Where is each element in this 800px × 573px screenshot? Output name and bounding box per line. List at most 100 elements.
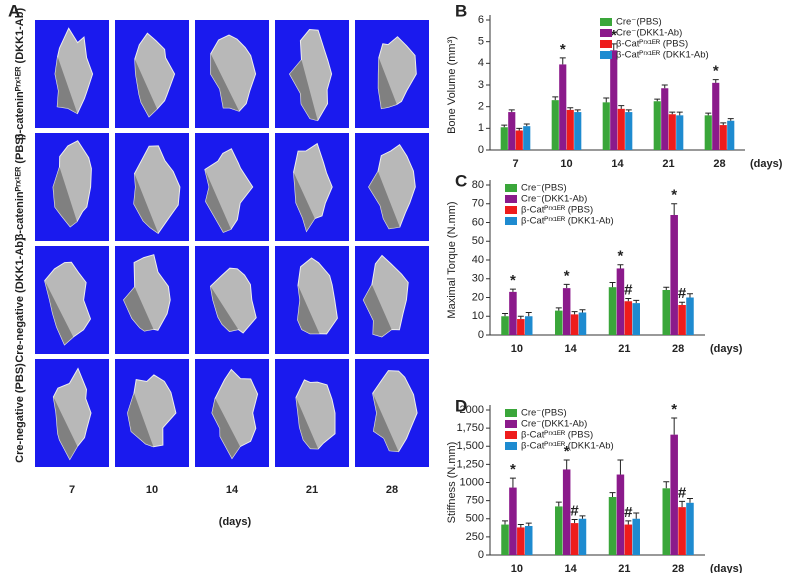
bar [662, 488, 671, 555]
significance-label: * [564, 267, 570, 284]
panel-label: B [455, 1, 467, 20]
bar [668, 114, 676, 150]
bar [509, 291, 517, 335]
x-axis-label: (days) [710, 343, 743, 355]
row-label: Cre-negative (DKK1-Ab) [14, 237, 26, 363]
bar [678, 305, 686, 335]
panel-label: D [455, 396, 467, 415]
legend-label: Cre⁻(PBS) [521, 183, 567, 194]
x-axis-label: (days) [710, 563, 743, 573]
error-bar [555, 501, 562, 507]
bar [608, 287, 617, 335]
bar [670, 215, 678, 335]
x-tick-label: 14 [565, 343, 578, 355]
bone-shadow [293, 172, 315, 232]
bar [676, 115, 684, 150]
y-tick-label: 0 [478, 144, 484, 156]
y-tick-label: 750 [466, 495, 484, 507]
legend-swatch [505, 217, 517, 225]
error-bar [563, 459, 570, 470]
error-bar [686, 497, 693, 503]
y-tick-label: 40 [472, 254, 484, 266]
x-tick-label: 28 [672, 563, 684, 573]
error-bar [517, 524, 524, 528]
bar [616, 268, 625, 335]
y-tick-label: 5 [478, 36, 484, 48]
error-bar [523, 123, 530, 127]
bar [501, 524, 509, 555]
bar [624, 301, 633, 335]
bar [632, 518, 640, 555]
bar [661, 88, 669, 150]
bar [624, 524, 633, 555]
error-bar [571, 518, 578, 524]
bar [551, 100, 559, 150]
legend-label: β-Catᴾʳˣ¹ᴱᴿ (PBS) [616, 39, 688, 50]
significance-label: * [510, 272, 516, 289]
bar [555, 506, 563, 555]
error-bar [517, 315, 524, 320]
y-tick-label: 2 [478, 101, 484, 113]
legend-swatch [505, 420, 517, 428]
bar [686, 502, 694, 555]
legend-label: Cre⁻(DKK1-Ab) [521, 194, 587, 205]
bar [562, 288, 571, 335]
bone-shadow [53, 167, 77, 227]
bone-shadow [289, 59, 318, 121]
y-tick-label: 50 [472, 235, 484, 247]
bar [524, 526, 533, 555]
bone-shadow [372, 393, 399, 452]
bar [608, 497, 617, 555]
bar [555, 310, 563, 335]
error-bar [625, 297, 632, 302]
error-bar [712, 79, 719, 83]
legend-swatch [505, 442, 517, 450]
x-tick-label: 28 [672, 343, 684, 355]
y-tick-label: 60 [472, 216, 484, 228]
error-bar [609, 282, 616, 288]
x-tick-label: 10 [560, 158, 572, 170]
x-tick-label: 21 [618, 343, 630, 355]
legend-swatch [505, 431, 517, 439]
y-tick-label: 0 [478, 549, 484, 561]
error-bar [686, 293, 693, 298]
error-bar [609, 492, 616, 497]
bar [570, 314, 579, 335]
legend-swatch [505, 409, 517, 417]
y-tick-label: 1000 [460, 476, 484, 488]
y-tick-label: 1,500 [456, 440, 484, 452]
x-axis-label: (days) [219, 516, 252, 528]
x-axis-label: (days) [750, 158, 783, 170]
y-axis-label: Stiffness (N.mm) [446, 442, 458, 524]
error-bar [509, 477, 516, 488]
bar [704, 115, 712, 150]
error-bar [555, 307, 562, 311]
row-label: β-cateninᴾʳˣ¹ᴱᴿ (DKK1-Ab) [14, 8, 26, 141]
y-tick-label: 70 [472, 198, 484, 210]
significance-label: * [713, 63, 719, 80]
y-tick-label: 2000 [460, 404, 484, 416]
error-bar [633, 299, 640, 304]
panel-label: A [8, 1, 20, 20]
error-bar [705, 112, 712, 116]
bar [517, 319, 525, 335]
error-bar [617, 459, 624, 475]
x-tick-label: 14 [611, 158, 624, 170]
x-tick-label: 21 [618, 563, 630, 573]
bar [517, 527, 525, 555]
bone-shadow [363, 284, 392, 337]
error-bar [679, 301, 686, 305]
bar [559, 64, 567, 150]
legend-swatch [600, 51, 612, 59]
significance-label: # [570, 502, 579, 519]
bar [578, 312, 587, 335]
legend-label: Cre⁻(PBS) [616, 17, 662, 28]
significance-label: * [618, 248, 624, 265]
y-tick-label: 1 [478, 122, 484, 134]
error-bar [663, 286, 670, 290]
y-tick-label: 10 [472, 310, 484, 322]
error-bar [516, 127, 523, 131]
y-tick-label: 80 [472, 179, 484, 191]
bone-shadow [133, 173, 159, 234]
